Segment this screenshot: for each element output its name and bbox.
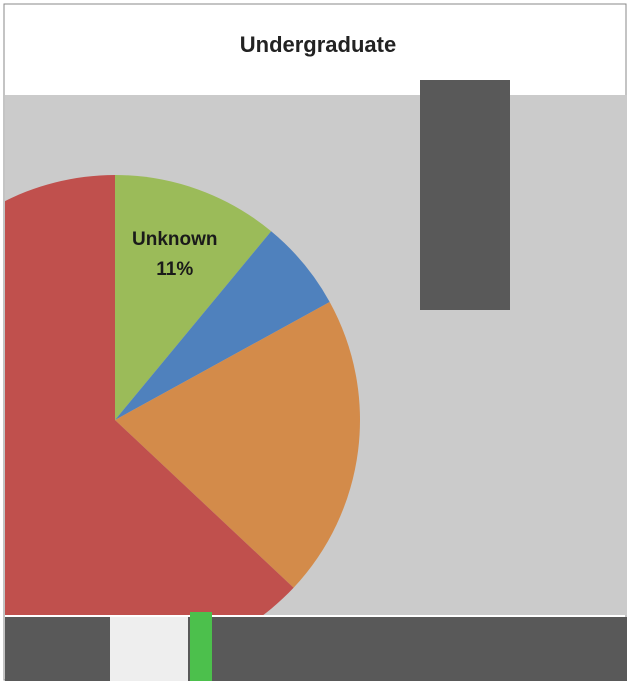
artifact-band (5, 617, 627, 681)
pie (5, 175, 360, 615)
pie-slice (115, 231, 330, 420)
artifact-bar (420, 80, 510, 310)
artifact-block (190, 612, 212, 681)
pie-slice (115, 301, 360, 588)
slice-label: Unknown (132, 229, 218, 250)
chart-title: Undergraduate (240, 32, 396, 57)
slice-value: 11% (156, 259, 193, 280)
pie-slice (115, 175, 272, 420)
artifact-block (110, 617, 188, 681)
pie-slice (5, 175, 294, 615)
